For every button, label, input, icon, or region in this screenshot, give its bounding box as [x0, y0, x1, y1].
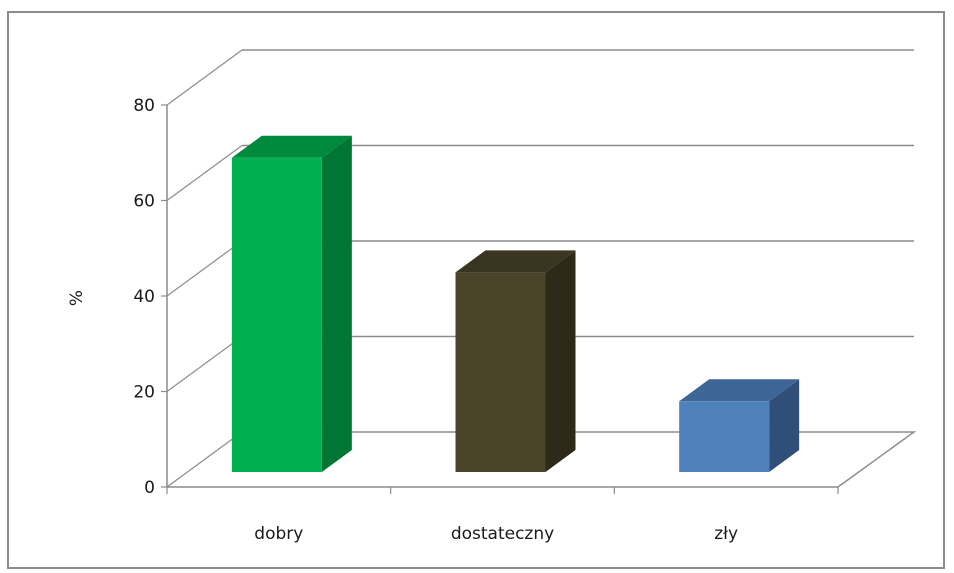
y-axis-label: % [67, 290, 87, 306]
bar-dobry [231, 135, 352, 472]
bar-front [455, 272, 546, 472]
y-tick-label: 20 [133, 383, 155, 403]
x-tick-label: dostateczny [451, 524, 554, 544]
y-tick-label: 40 [133, 287, 155, 307]
x-tick-label: dobry [254, 524, 303, 544]
bar-zły [679, 379, 800, 472]
bar-top [231, 135, 352, 158]
floor-plane [167, 431, 917, 488]
x-tick-label: zły [714, 524, 738, 544]
bar-front [679, 401, 770, 472]
y-tick-label: 80 [133, 96, 155, 116]
gridlines [166, 49, 914, 488]
gridline-diagonal [166, 431, 243, 488]
tick-labels: 0 20 40 60 80 dobry dostateczny zły [133, 96, 738, 544]
bar-top [679, 379, 800, 402]
bar-dostateczny [455, 250, 576, 472]
bars [231, 135, 800, 472]
gridline-diagonal [166, 145, 243, 201]
axes [161, 104, 917, 494]
bar-side [769, 379, 800, 472]
gridline-diagonal [166, 240, 243, 297]
bar-side [545, 250, 576, 472]
y-tick-label: 0 [144, 478, 155, 498]
gridline-diagonal [166, 336, 243, 392]
y-tick-label: 60 [133, 192, 155, 212]
bar-front [231, 157, 322, 472]
gridline-diagonal [166, 49, 243, 106]
bar-side [321, 135, 352, 472]
bar-top [455, 250, 576, 273]
